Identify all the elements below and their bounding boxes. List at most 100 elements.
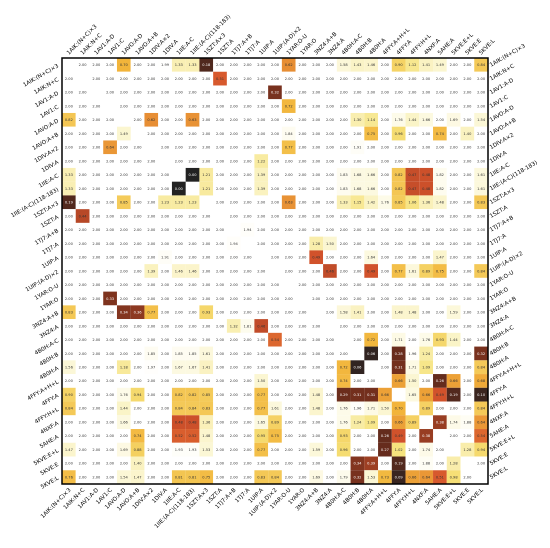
cell-value: 0.62 — [285, 63, 293, 67]
cell — [199, 470, 214, 484]
cell — [460, 126, 475, 141]
cell — [295, 85, 310, 100]
cell — [336, 181, 351, 196]
right-label: 4B0H:B — [489, 341, 510, 357]
cell — [309, 346, 324, 361]
cell-value: 1.82 — [436, 173, 444, 177]
cell — [199, 209, 214, 223]
cell — [89, 415, 104, 430]
cell-value: 2.00 — [147, 462, 156, 466]
cell — [474, 140, 488, 155]
cell — [144, 387, 159, 402]
cell — [350, 236, 365, 251]
cell-value: 2.00 — [326, 214, 335, 218]
cell-value: 1.21 — [202, 187, 210, 191]
cell — [474, 85, 488, 100]
cell-value: 2.00 — [298, 448, 307, 452]
cell — [446, 429, 461, 443]
cell-value: 2.00 — [79, 228, 88, 232]
cell — [213, 429, 227, 443]
cell-value: 2.00 — [106, 91, 115, 95]
cell — [433, 442, 447, 457]
cell — [158, 442, 172, 457]
cell-value: 1.33 — [65, 173, 73, 177]
cell — [295, 277, 310, 292]
cell-value: 2.00 — [395, 146, 404, 150]
cell — [433, 387, 447, 402]
cell — [254, 167, 269, 182]
cell — [254, 112, 269, 127]
cell — [460, 277, 475, 292]
cell — [323, 470, 337, 484]
cell — [281, 429, 296, 443]
cell — [62, 85, 76, 100]
cell-value: 2.00 — [92, 475, 101, 479]
cell — [364, 209, 379, 223]
cell — [391, 195, 406, 210]
cell — [226, 181, 241, 196]
cell — [158, 305, 172, 320]
cell — [378, 470, 392, 484]
cell-value: 2.00 — [134, 77, 143, 81]
cell — [116, 250, 131, 265]
cell-value: 2.00 — [202, 146, 211, 150]
cell — [89, 332, 104, 347]
cell — [323, 360, 337, 375]
cell — [185, 140, 200, 155]
cell — [185, 442, 200, 457]
cell-value: 2.00 — [216, 118, 225, 122]
cell-value: 2.00 — [257, 104, 266, 108]
cell — [199, 374, 214, 388]
cell — [89, 126, 104, 141]
cell-value: 2.00 — [367, 91, 376, 95]
cell — [199, 291, 214, 306]
cell-value: 2.00 — [106, 324, 115, 328]
cell-value: 2.00 — [450, 242, 459, 246]
cell-value: 2.00 — [312, 132, 321, 136]
cell-value: 0.48 — [189, 420, 198, 424]
cell — [226, 346, 241, 361]
cell — [213, 236, 227, 251]
cell — [419, 305, 434, 320]
cell — [433, 209, 447, 223]
cell-value: 2.00 — [353, 228, 362, 232]
cell — [103, 470, 117, 484]
cell — [158, 401, 172, 416]
cell — [268, 209, 282, 223]
cell — [268, 195, 282, 210]
cell-value: 2.00 — [202, 256, 211, 260]
cell-value: 1.36 — [422, 201, 431, 205]
cell-value: 2.00 — [326, 63, 335, 67]
cell-value: 2.00 — [312, 146, 321, 150]
cell — [116, 154, 131, 168]
cell-value: 0.75 — [436, 269, 444, 273]
cell-value: 2.00 — [436, 283, 445, 287]
cell-value: 0.09 — [395, 475, 404, 479]
cell — [213, 264, 227, 278]
cell-value: 2.00 — [134, 214, 143, 218]
cell — [419, 291, 434, 306]
cell — [89, 374, 104, 388]
cell — [295, 250, 310, 265]
cell-value: 2.00 — [381, 173, 390, 177]
cell — [323, 85, 337, 100]
cell-value: 2.00 — [463, 146, 472, 150]
cell-value: 2.00 — [463, 379, 472, 383]
cell-value: 2.00 — [202, 297, 211, 301]
cell — [185, 195, 200, 210]
cell — [364, 112, 379, 127]
cell-value: 2.00 — [92, 448, 101, 452]
cell-value: 2.00 — [271, 256, 280, 260]
cell-value: 2.00 — [285, 324, 294, 328]
cell-value: 1.46 — [367, 63, 376, 67]
cell-value: 2.00 — [463, 77, 472, 81]
cell — [281, 374, 296, 388]
cell-value: 2.00 — [285, 338, 294, 342]
cell — [323, 387, 337, 402]
cell — [405, 415, 420, 430]
cell — [419, 58, 434, 72]
cell — [364, 236, 379, 251]
cell-value: 2.00 — [422, 77, 431, 81]
left-label: 4B0H:A — [39, 366, 60, 382]
cell-value: 2.00 — [189, 379, 198, 383]
